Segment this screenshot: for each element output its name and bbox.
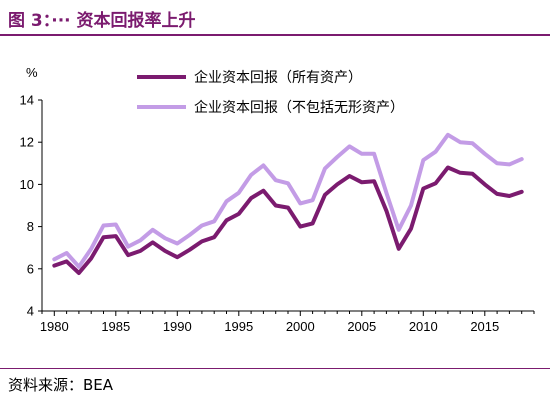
x-tick-label: 1985 (101, 319, 130, 334)
y-tick-label: 12 (20, 135, 34, 150)
figure-title: 图 3：··· 资本回报率上升 (8, 11, 196, 31)
line-chart: 4 6 8 10 12 14% 1980 1985 1990 1995 2000 2005 2010 20… (20, 65, 535, 334)
title-divider (0, 34, 550, 36)
source-note: 资料来源：BEA (8, 376, 114, 394)
series-line-2 (52, 132, 524, 269)
y-tick-label: 14 (20, 93, 34, 108)
x-tick-label: 2000 (286, 319, 315, 334)
legend-label-2: 企业资本回报（不包括无形资产） (194, 99, 404, 116)
x-tick-label: 1990 (163, 319, 192, 334)
y-tick-label: 4 (27, 304, 34, 319)
x-tick-label: 1995 (224, 319, 253, 334)
y-axis-unit: % (26, 65, 38, 80)
x-tick-label: 1980 (40, 319, 69, 334)
x-tick-label: 2005 (347, 319, 376, 334)
source-divider (0, 368, 550, 369)
chart-legend: 企业资本回报（所有资产） 企业资本回报（不包括无形资产） (137, 69, 404, 116)
series-line-1 (52, 165, 524, 275)
x-tick-label: 2015 (470, 319, 499, 334)
y-tick-label: 6 (27, 261, 34, 276)
y-tick-label: 8 (27, 219, 34, 234)
y-tick-label: 10 (20, 177, 34, 192)
x-tick-label: 2010 (409, 319, 438, 334)
chart-axes: 4 6 8 10 12 14% 1980 1985 1990 1995 2000 2005 2010 20… (20, 65, 535, 334)
series-layer (52, 132, 524, 275)
legend-label-1: 企业资本回报（所有资产） (194, 69, 362, 86)
